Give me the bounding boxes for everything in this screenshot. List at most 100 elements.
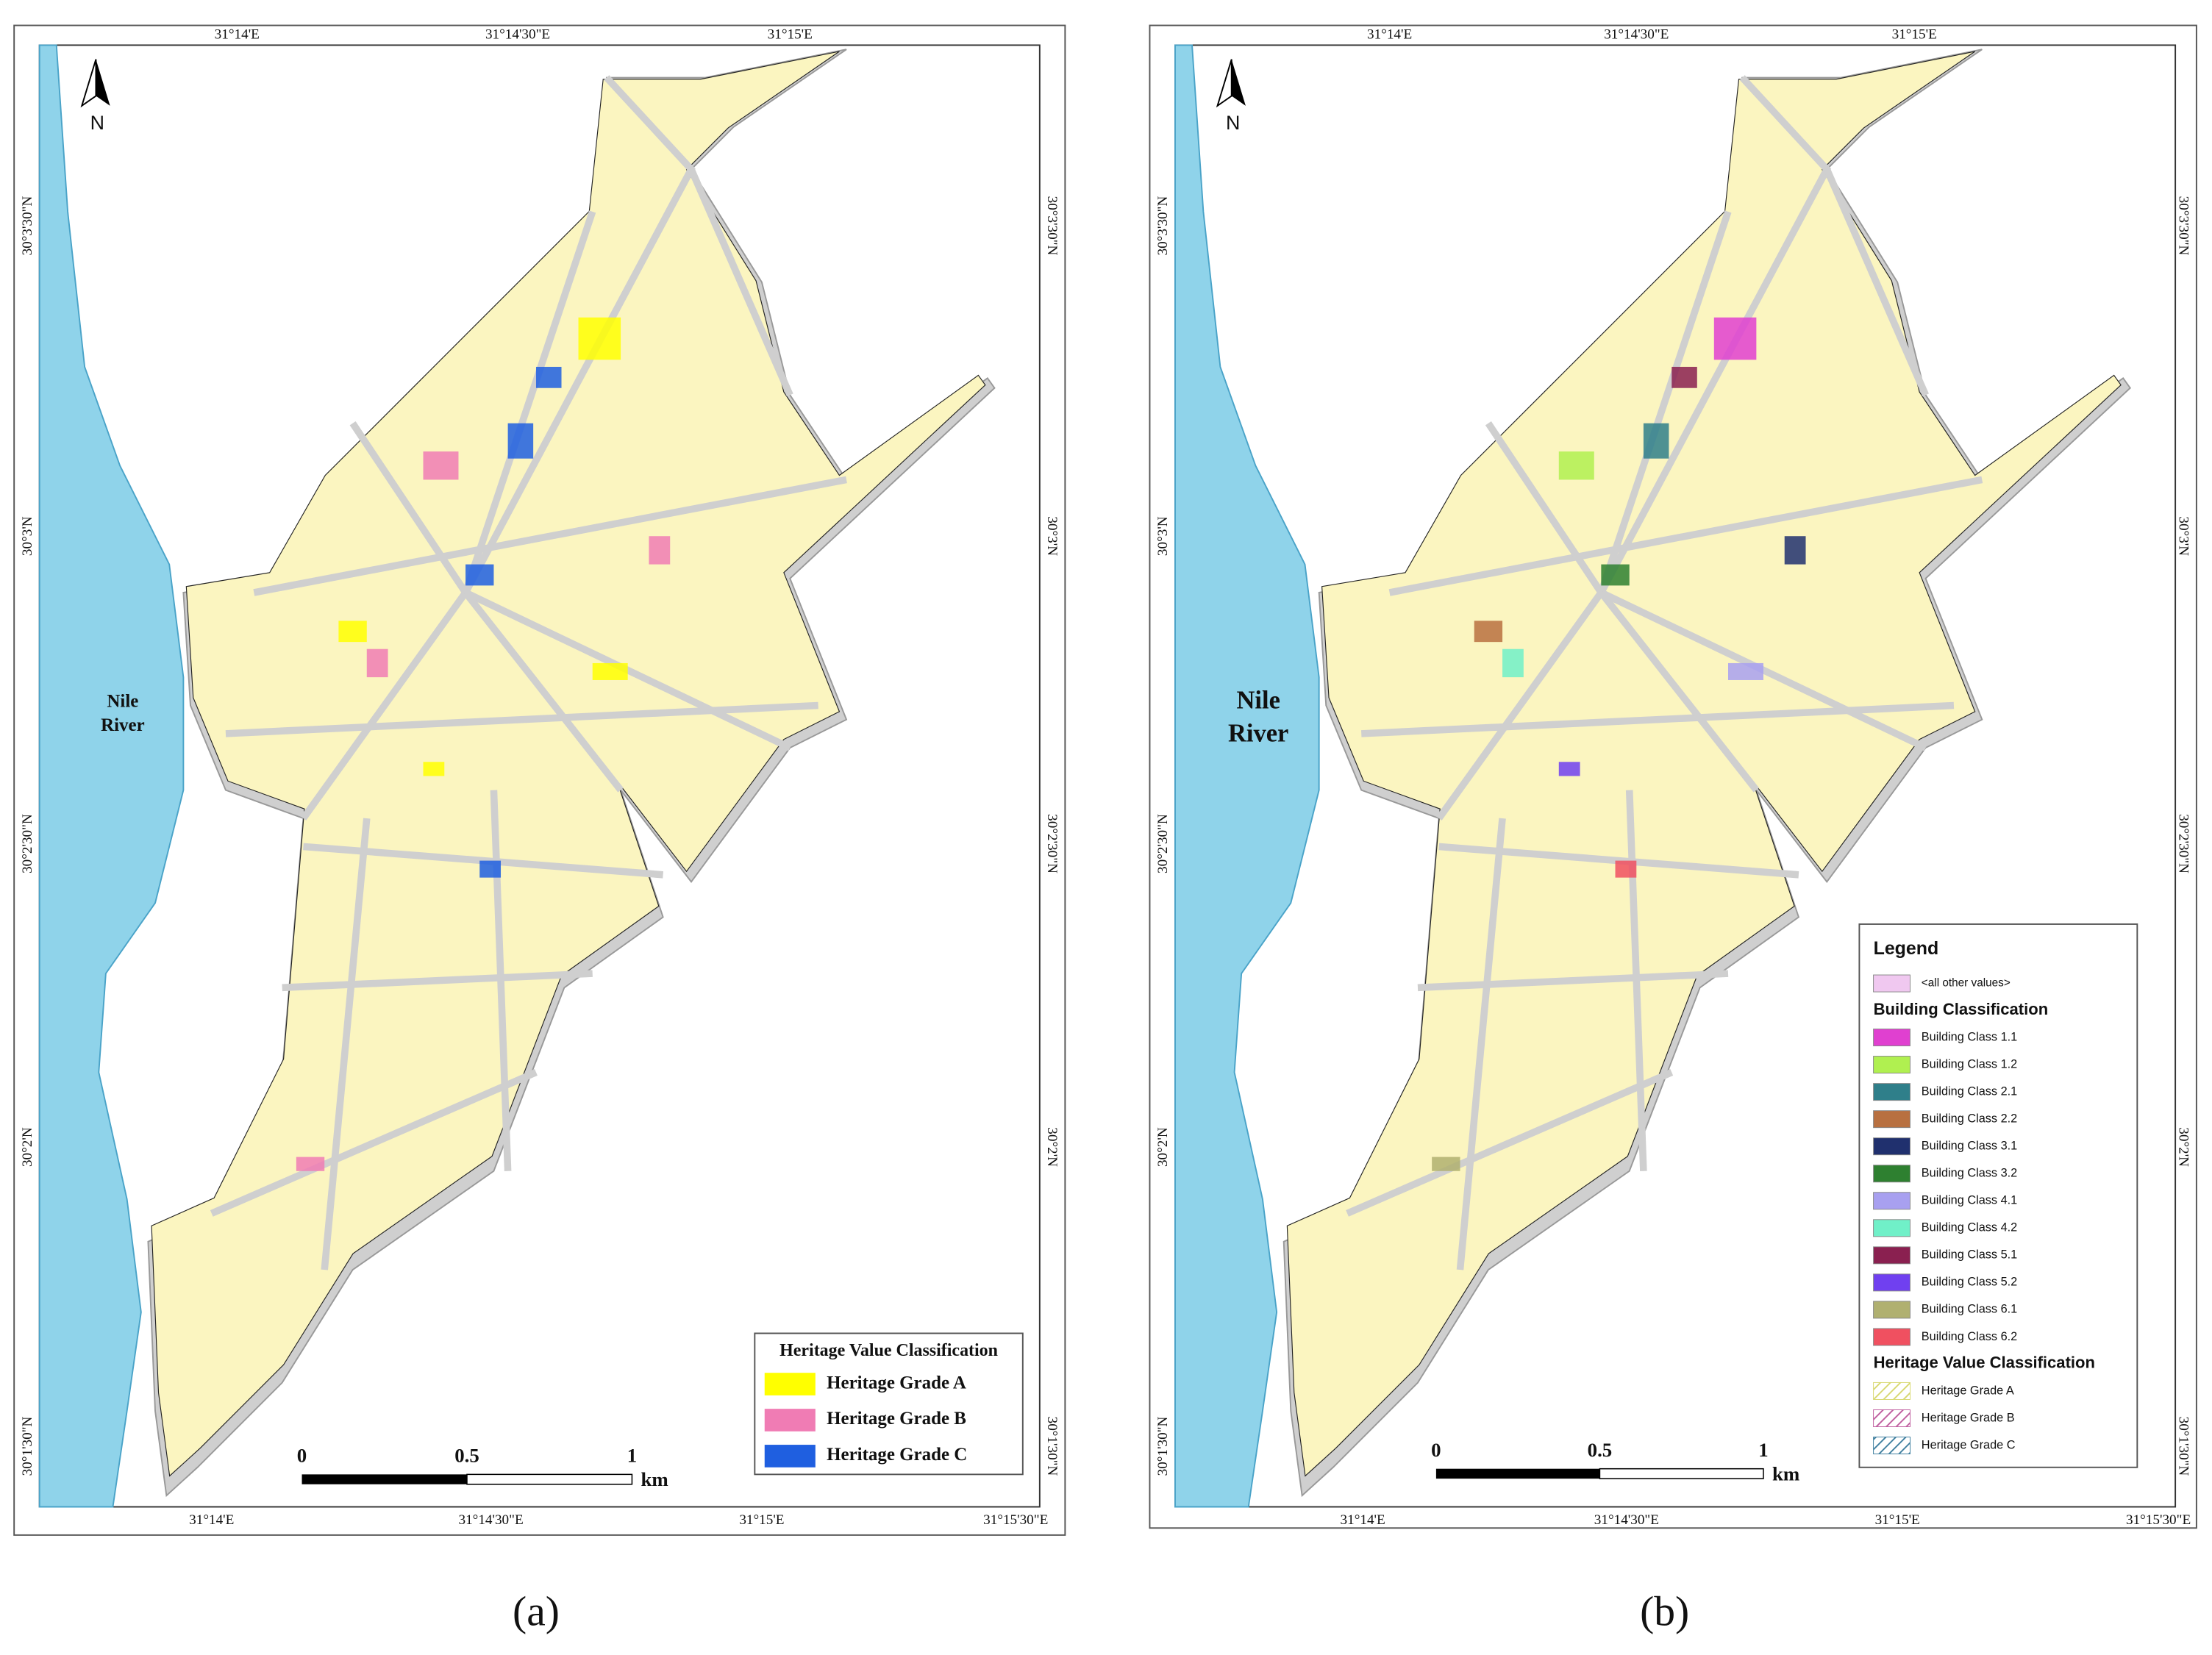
left-coordinate: 30°2'N (20, 1127, 35, 1167)
legend-label: Building Class 2.2 (1922, 1112, 2017, 1125)
right-coordinate: 30°3'N (1044, 516, 1060, 556)
legend-section-title: Building Classification (1874, 1000, 2049, 1018)
right-coordinate: 30°3'30"N (2175, 196, 2191, 256)
heritage-building (423, 451, 459, 480)
road (1346, 1069, 1674, 1217)
legend-swatch (1873, 974, 1910, 993)
legend-swatch (1873, 1409, 1910, 1427)
left-coordinate: 30°1'30"N (1155, 1416, 1171, 1476)
panel-caption: (b) (1640, 1588, 1689, 1634)
road (210, 1069, 538, 1217)
legend-label: Building Class 6.2 (1922, 1330, 2017, 1343)
north-arrow (1231, 59, 1246, 106)
right-coordinate: 30°2'N (2175, 1127, 2191, 1167)
legend-label: Building Class 3.2 (1922, 1167, 2017, 1180)
road (349, 421, 469, 595)
legend-swatch (1873, 1381, 1910, 1400)
legend-swatch (1873, 1110, 1910, 1129)
left-coordinate: 30°3'N (1155, 516, 1171, 556)
right-coordinate: 30°3'30"N (1044, 196, 1060, 256)
heritage-building (1502, 648, 1524, 678)
right-coordinate: 30°3'N (2175, 516, 2191, 556)
bottom-coordinate: 31°15'30"E (983, 1512, 1048, 1528)
legend-swatch (1873, 1192, 1910, 1210)
legend-swatch (764, 1409, 816, 1431)
road (253, 476, 847, 596)
heritage-building (366, 648, 388, 678)
left-coordinate: 30°3'30"N (20, 196, 35, 256)
road (1388, 476, 1983, 596)
right-coordinate: 30°1'30"N (1044, 1417, 1060, 1476)
right-coordinate: 30°2'30"N (2175, 814, 2191, 873)
road (1597, 210, 1732, 594)
heritage-building (1672, 366, 1697, 388)
district-blocks (151, 51, 986, 1477)
river-label: River (1228, 719, 1288, 747)
heritage-building (535, 366, 562, 388)
legend-label: Heritage Grade B (827, 1409, 966, 1429)
road (1485, 421, 1605, 595)
north-arrow (96, 59, 110, 106)
legend-label: Building Class 5.1 (1922, 1248, 2017, 1262)
heritage-building (507, 423, 534, 459)
road (688, 168, 793, 397)
scale-label: 0.5 (1588, 1439, 1613, 1461)
legend-label: Building Class 3.1 (1922, 1140, 2017, 1153)
scale-label: 1 (1758, 1439, 1768, 1461)
legend-swatch (1873, 1219, 1910, 1237)
heritage-building (1784, 536, 1806, 565)
heritage-building (1643, 423, 1669, 459)
road (463, 590, 624, 793)
road (282, 970, 593, 992)
map-panel: Nile River N 31°14'E 31°14'30"E 31°15'E 31°14'… (1149, 24, 2197, 1634)
top-coordinate: 31°14'E (1367, 26, 1412, 42)
heritage-building (1558, 451, 1594, 480)
scale-label: 0.5 (454, 1445, 479, 1467)
road (321, 818, 371, 1270)
map-body (38, 44, 996, 1508)
road (1456, 818, 1506, 1270)
legend-label: Building Class 2.1 (1922, 1084, 2017, 1098)
road (462, 210, 596, 594)
river-label: Nile (107, 691, 138, 711)
road (490, 790, 512, 1171)
river (38, 44, 185, 1508)
legend-label: Building Class 4.2 (1922, 1221, 2017, 1234)
heritage-building (465, 564, 494, 586)
legend-label: Building Class 1.1 (1922, 1030, 2017, 1043)
left-coordinate: 30°3'N (20, 516, 35, 556)
heritage-building (1615, 860, 1637, 878)
scale-bar (302, 1474, 467, 1484)
scale-label: 1 (627, 1445, 637, 1467)
panel-frame (13, 24, 1066, 1536)
bottom-coordinate: 31°14'30"E (459, 1512, 524, 1528)
legend-swatch (1873, 1437, 1910, 1455)
road (300, 75, 696, 821)
heritage-building (1558, 762, 1580, 776)
heritage-building (592, 662, 628, 680)
map-body (1174, 44, 2132, 1508)
legend-title: Heritage Value Classification (779, 1341, 998, 1360)
legend-swatch (1873, 1083, 1910, 1101)
heritage-building (338, 621, 367, 643)
heritage-building (1728, 662, 1763, 680)
bottom-coordinate: 31°14'30"E (1594, 1512, 1659, 1528)
river-label: River (101, 715, 145, 735)
scale-bar (466, 1473, 633, 1485)
legend-swatch (1873, 1328, 1910, 1346)
top-coordinate: 31°15'E (1892, 26, 1937, 42)
legend-section-title: Heritage Value Classification (1874, 1354, 2095, 1372)
bottom-coordinate: 31°14'E (189, 1512, 234, 1528)
north-label: N (90, 112, 104, 134)
bottom-coordinate: 31°15'E (1875, 1512, 1920, 1528)
scale-bar (1435, 1468, 1600, 1479)
right-coordinate: 30°2'30"N (1044, 814, 1060, 873)
left-coordinate: 30°2'N (1155, 1127, 1171, 1167)
legend-swatch (764, 1445, 816, 1468)
heritage-building (578, 317, 621, 360)
river-label: Nile (1236, 687, 1280, 715)
bottom-coordinate: 31°15'30"E (2126, 1512, 2191, 1528)
map-panel: Nile River N 31°14'E 31°14'30"E 31°15'E 31°14'… (13, 24, 1066, 1634)
legend-swatch (1873, 1137, 1910, 1156)
legend-label: Heritage Grade C (1922, 1438, 2016, 1451)
